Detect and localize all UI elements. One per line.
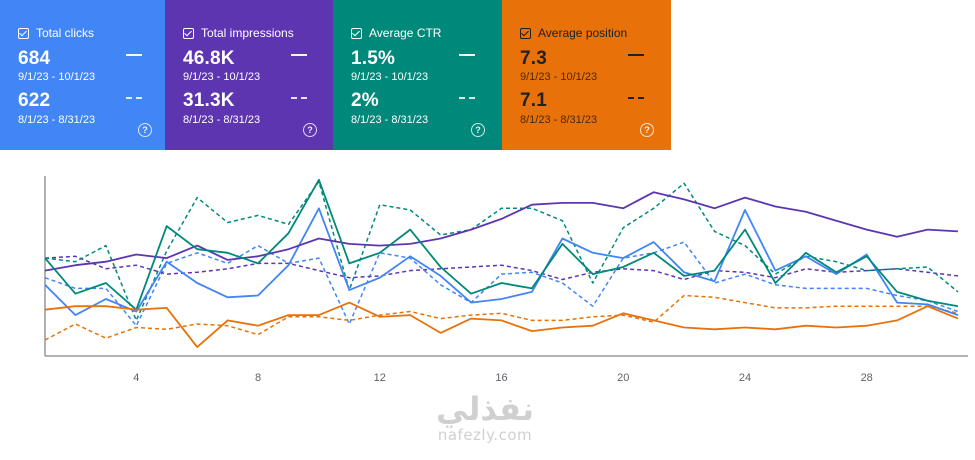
card-total-clicks[interactable]: Total clicks 684 9/1/23 - 10/1/23 622 8/… — [0, 0, 165, 150]
x-tick-label: 16 — [495, 372, 507, 384]
card-header: Total clicks — [18, 26, 94, 40]
card-header: Average position — [520, 26, 627, 40]
help-icon[interactable]: ? — [471, 123, 485, 137]
series-line-clicks-previous — [44, 241, 959, 327]
performance-line-chart[interactable]: 4 8 12 16 20 24 28 — [0, 170, 975, 390]
series-line-impressions-previous — [44, 255, 959, 281]
checkbox-icon[interactable] — [351, 27, 362, 39]
series-line-clicks-current — [44, 207, 959, 317]
card-total-impressions[interactable]: Total impressions 46.8K 9/1/23 - 10/1/23… — [165, 0, 333, 150]
checkbox-icon[interactable] — [520, 27, 531, 39]
x-tick-label: 28 — [861, 372, 873, 384]
metric-cards: Total clicks 684 9/1/23 - 10/1/23 622 8/… — [0, 0, 671, 150]
current-value: 46.8K — [183, 48, 235, 69]
help-icon[interactable]: ? — [640, 123, 654, 137]
previous-range: 8/1/23 - 8/31/23 — [351, 114, 429, 126]
watermark: نفذلي nafezly.com — [405, 392, 565, 444]
current-range: 9/1/23 - 10/1/23 — [520, 71, 598, 83]
card-average-position[interactable]: Average position 7.3 9/1/23 - 10/1/23 7.… — [502, 0, 671, 150]
previous-value: 31.3K — [183, 90, 235, 111]
checkbox-icon[interactable] — [183, 27, 194, 39]
x-tick-label: 8 — [255, 372, 261, 384]
card-header: Total impressions — [183, 26, 294, 40]
current-range: 9/1/23 - 10/1/23 — [351, 71, 429, 83]
solid-line-legend-icon — [628, 54, 644, 56]
card-header: Average CTR — [351, 26, 441, 40]
previous-range: 8/1/23 - 8/31/23 — [18, 114, 96, 126]
series-line-impressions-current — [44, 191, 959, 272]
current-value: 684 — [18, 48, 51, 69]
dashed-line-legend-icon — [291, 97, 307, 99]
solid-line-legend-icon — [459, 54, 475, 56]
x-tick-label: 12 — [374, 372, 386, 384]
current-range: 9/1/23 - 10/1/23 — [183, 71, 261, 83]
series-line-position-previous — [44, 294, 959, 341]
x-tick-label: 24 — [739, 372, 751, 384]
previous-value: 622 — [18, 90, 51, 111]
previous-value: 7.1 — [520, 90, 548, 111]
current-range: 9/1/23 - 10/1/23 — [18, 71, 96, 83]
x-tick-label: 20 — [617, 372, 629, 384]
previous-range: 8/1/23 - 8/31/23 — [183, 114, 261, 126]
card-title: Total clicks — [36, 26, 95, 40]
current-value: 1.5% — [351, 48, 396, 69]
card-title: Average CTR — [369, 26, 442, 40]
dashed-line-legend-icon — [459, 97, 475, 99]
series-line-position-current — [44, 301, 959, 349]
dashed-line-legend-icon — [126, 97, 142, 99]
x-tick-label: 4 — [133, 372, 139, 384]
card-average-ctr[interactable]: Average CTR 1.5% 9/1/23 - 10/1/23 2% 8/1… — [333, 0, 502, 150]
previous-range: 8/1/23 - 8/31/23 — [520, 114, 598, 126]
help-icon[interactable]: ? — [303, 123, 317, 137]
card-title: Total impressions — [201, 26, 294, 40]
series-line-ctr-current — [44, 178, 959, 311]
previous-value: 2% — [351, 90, 379, 111]
checkbox-icon[interactable] — [18, 27, 29, 39]
current-value: 7.3 — [520, 48, 548, 69]
help-icon[interactable]: ? — [138, 123, 152, 137]
solid-line-legend-icon — [291, 54, 307, 56]
solid-line-legend-icon — [126, 54, 142, 56]
watermark-site: nafezly.com — [437, 426, 533, 444]
dashed-line-legend-icon — [628, 97, 644, 99]
watermark-logo: نفذلي — [436, 390, 534, 428]
card-title: Average position — [538, 26, 628, 40]
